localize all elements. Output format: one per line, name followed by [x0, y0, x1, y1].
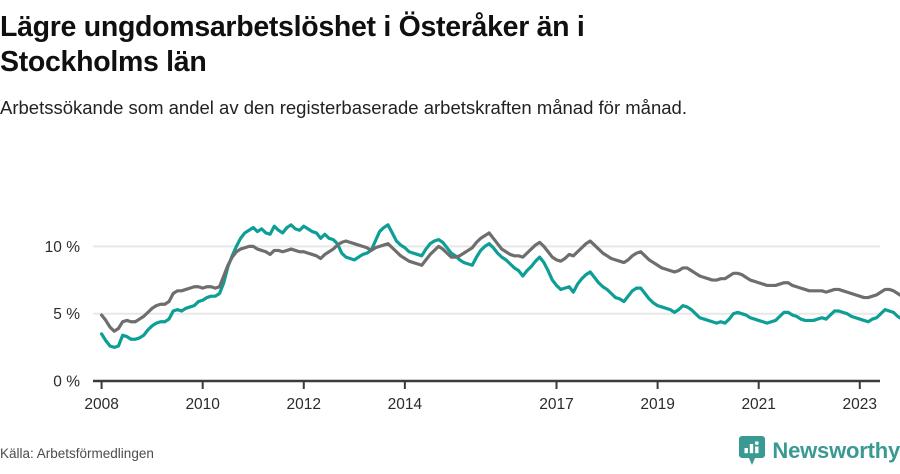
header: Lägre ungdomsarbetslöshet i Österåker än… [0, 0, 860, 120]
x-tick-label: 2017 [539, 396, 573, 413]
x-axis: 2008 2010 2012 2014 2017 2019 2021 2023 [84, 379, 880, 413]
source-note: Källa: Arbetsförmedlingen [0, 446, 154, 461]
series-line-osteraker [99, 223, 900, 349]
gridlines [93, 245, 880, 315]
y-tick-label: 5 % [53, 306, 80, 323]
chart-container: 0 % 5 % 10 % 2008 2010 2012 2014 2017 2019 2021 2… [0, 196, 900, 426]
page-subtitle: Arbetssökande som andel av den registerb… [0, 96, 687, 118]
footer: Källa: Arbetsförmedlingen Newsworthy [0, 428, 900, 474]
brand-name: Newsworthy [772, 438, 900, 463]
bar-chart-pin-icon [739, 436, 766, 465]
series-line-stockholm [99, 231, 900, 333]
x-tick-label: 2021 [741, 396, 775, 413]
x-tick-label: 2023 [843, 396, 877, 413]
page-title: Lägre ungdomsarbetslöshet i Österåker än… [0, 11, 585, 78]
y-axis-labels: 0 % 5 % 10 % [45, 239, 81, 391]
x-tick-label: 2010 [185, 396, 220, 413]
series-lines [99, 223, 900, 349]
brand-logo: Newsworthy [739, 436, 900, 466]
x-tick-label: 2012 [287, 396, 321, 413]
x-tick-label: 2019 [640, 396, 674, 413]
x-tick-label: 2014 [388, 396, 423, 413]
line-chart: 0 %5 %10 % 2008 2010 2012 2014 2017 2019 2021 2… [45, 223, 900, 413]
y-tick-label: 0 % [53, 374, 80, 391]
x-tick-label: 2008 [84, 396, 118, 413]
y-tick-label: 10 % [45, 239, 81, 256]
